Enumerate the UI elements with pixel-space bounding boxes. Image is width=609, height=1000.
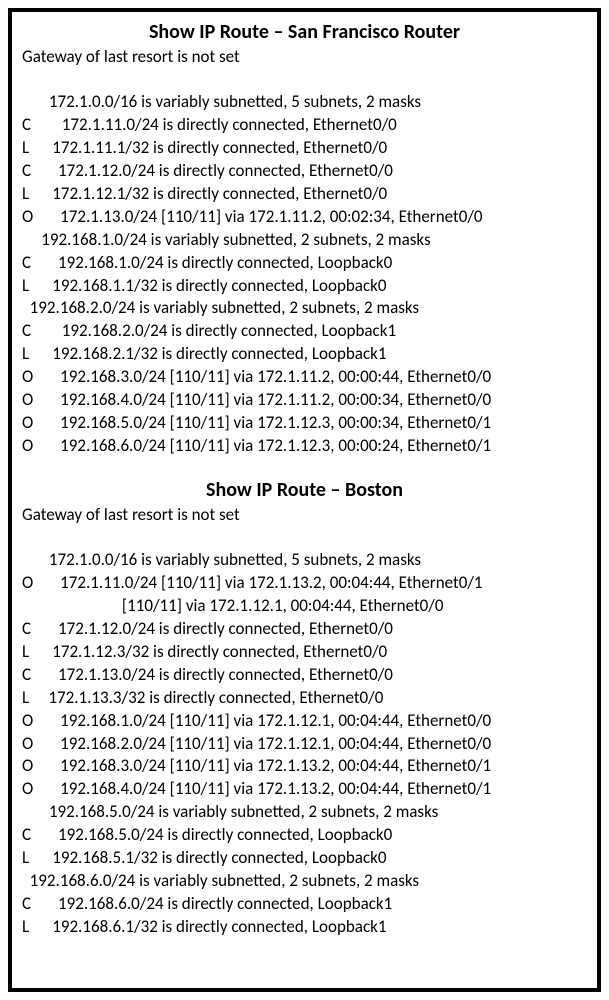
route-entry: 192.168.2.0/24 is variably subnetted, 2 … [22, 297, 587, 320]
route-entry: C 192.168.2.0/24 is directly connected, … [22, 320, 587, 343]
route-entry: L 172.1.13.3/32 is directly connected, E… [22, 687, 587, 710]
boston-title: Show IP Route – Boston [22, 478, 587, 502]
route-entry: 192.168.1.0/24 is variably subnetted, 2 … [22, 229, 587, 252]
route-entry: O 192.168.3.0/24 [110/11] via 172.1.11.2… [22, 366, 587, 389]
sf-title: Show IP Route – San Francisco Router [22, 20, 587, 44]
route-entry: O 192.168.2.0/24 [110/11] via 172.1.12.1… [22, 733, 587, 756]
route-entry: O 192.168.3.0/24 [110/11] via 172.1.13.2… [22, 755, 587, 778]
route-entry: O 192.168.5.0/24 [110/11] via 172.1.12.3… [22, 412, 587, 435]
route-entry: C 172.1.12.0/24 is directly connected, E… [22, 160, 587, 183]
route-entry: O 192.168.1.0/24 [110/11] via 172.1.12.1… [22, 710, 587, 733]
route-entry: L 192.168.5.1/32 is directly connected, … [22, 847, 587, 870]
route-entry: [110/11] via 172.1.12.1, 00:04:44, Ether… [22, 595, 587, 618]
route-entry: L 192.168.6.1/32 is directly connected, … [22, 916, 587, 939]
route-entry: L 192.168.1.1/32 is directly connected, … [22, 275, 587, 298]
route-entry: L 172.1.12.1/32 is directly connected, E… [22, 183, 587, 206]
blank-line [22, 527, 587, 549]
route-entry: 192.168.6.0/24 is variably subnetted, 2 … [22, 870, 587, 893]
route-entry: O 192.168.4.0/24 [110/11] via 172.1.13.2… [22, 778, 587, 801]
route-entry: 192.168.5.0/24 is variably subnetted, 2 … [22, 801, 587, 824]
boston-route-lines: 172.1.0.0/16 is variably subnetted, 5 su… [22, 549, 587, 939]
route-entry: C 192.168.5.0/24 is directly connected, … [22, 824, 587, 847]
blank-line [22, 69, 587, 91]
sf-route-lines: 172.1.0.0/16 is variably subnetted, 5 su… [22, 91, 587, 458]
route-entry: 172.1.0.0/16 is variably subnetted, 5 su… [22, 549, 587, 572]
route-entry: O 192.168.6.0/24 [110/11] via 172.1.12.3… [22, 435, 587, 458]
route-table-container: Show IP Route – San Francisco Router Gat… [8, 8, 601, 992]
route-entry: 172.1.0.0/16 is variably subnetted, 5 su… [22, 91, 587, 114]
route-entry: C 172.1.13.0/24 is directly connected, E… [22, 664, 587, 687]
route-entry: O 172.1.13.0/24 [110/11] via 172.1.11.2,… [22, 206, 587, 229]
route-entry: O 192.168.4.0/24 [110/11] via 172.1.11.2… [22, 389, 587, 412]
route-entry: C 172.1.11.0/24 is directly connected, E… [22, 114, 587, 137]
section-gap [22, 458, 587, 478]
route-entry: C 192.168.6.0/24 is directly connected, … [22, 893, 587, 916]
sf-gateway: Gateway of last resort is not set [22, 46, 587, 67]
route-entry: L 192.168.2.1/32 is directly connected, … [22, 343, 587, 366]
route-entry: L 172.1.11.1/32 is directly connected, E… [22, 137, 587, 160]
route-entry: L 172.1.12.3/32 is directly connected, E… [22, 641, 587, 664]
boston-gateway: Gateway of last resort is not set [22, 504, 587, 525]
route-entry: C 192.168.1.0/24 is directly connected, … [22, 252, 587, 275]
route-entry: C 172.1.12.0/24 is directly connected, E… [22, 618, 587, 641]
route-entry: O 172.1.11.0/24 [110/11] via 172.1.13.2,… [22, 572, 587, 595]
